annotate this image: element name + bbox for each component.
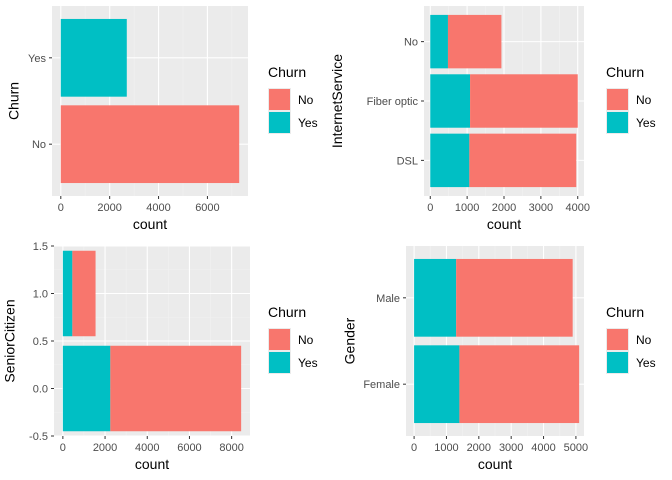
y-tick-label: No [32,139,46,151]
legend: Churn No Yes [268,64,318,134]
bar-1-yes [62,250,73,337]
legend-title: Churn [268,64,306,80]
chart-panel-gender: 0 1000 2000 3000 4000 5000 Female Male count Gend… [341,246,656,472]
x-tick-label: 0 [427,202,433,214]
bar-female-yes [414,345,460,424]
legend-label-no: No [298,333,314,347]
legend-swatch-yes [269,112,290,133]
bar-fiber-optic-yes [430,74,471,128]
legend-label-yes: Yes [298,116,318,130]
x-tick-label: 5000 [564,442,588,454]
legend-title: Churn [606,64,644,80]
x-tick-label: 8000 [219,442,243,454]
x-tick-label: 0 [58,202,64,214]
y-tick-label: Female [363,379,400,391]
legend-label-yes: Yes [636,116,656,130]
x-tick-label: 2000 [467,442,491,454]
legend-label-yes: Yes [636,356,656,370]
y-tick-label: 1.5 [33,241,48,253]
legend-swatch-no [607,329,628,350]
y-tick-label: 1.0 [33,289,48,301]
bar-yes-yes [60,18,127,97]
y-axis-title: Churn [6,82,22,120]
bar-no-no [447,14,502,69]
x-axis-title: count [478,456,512,472]
legend-label-no: No [298,93,314,107]
legend-label-yes: Yes [298,356,318,370]
x-tick-label: 2000 [93,442,117,454]
y-tick-label: Yes [28,53,46,65]
legend-swatch-yes [607,112,628,133]
x-tick-label: 2000 [97,202,121,214]
legend-swatch-yes [269,352,290,373]
x-tick-label: 6000 [195,202,219,214]
x-tick-label: 4000 [531,442,555,454]
y-tick-label: 0.0 [33,384,48,396]
bar-no-yes [430,14,448,69]
y-tick-label: DSL [397,155,418,167]
bar-male-no [456,258,573,337]
legend: Churn No Yes [268,304,318,374]
x-tick-label: 4000 [565,202,589,214]
chart-panel-internetservice: 0 1000 2000 3000 4000 DSL Fiber optic No count In… [329,6,656,232]
bar-female-no [459,345,580,424]
legend-label-no: No [636,333,652,347]
bar-no-no [60,105,240,184]
x-tick-label: 0 [60,442,66,454]
legend-title: Churn [268,304,306,320]
bar-male-yes [414,258,457,337]
x-tick-label: 4000 [135,442,159,454]
bar-0-yes [62,345,111,432]
y-tick-label: Fiber optic [367,96,419,108]
y-axis-title: Gender [341,317,357,364]
legend-swatch-yes [607,352,628,373]
x-tick-label: 1000 [434,442,458,454]
legend: Churn No Yes [606,64,656,134]
x-tick-label: 6000 [177,442,201,454]
legend-swatch-no [269,329,290,350]
bar-0-no [110,345,242,432]
legend-swatch-no [269,89,290,110]
x-tick-label: 0 [411,442,417,454]
legend-swatch-no [607,89,628,110]
legend-label-no: No [636,93,652,107]
x-axis-title: count [133,216,167,232]
x-tick-label: 2000 [492,202,516,214]
x-tick-label: 4000 [146,202,170,214]
bar-dsl-yes [430,133,470,188]
legend-title: Churn [606,304,644,320]
x-tick-label: 1000 [455,202,479,214]
y-tick-label: Male [376,293,400,305]
y-tick-label: No [404,37,418,49]
x-tick-label: 3000 [529,202,553,214]
chart-panel-churn: 0 2000 4000 6000 No Yes count Churn Churn No Yes [6,6,318,232]
chart-panel-seniorcitizen: 0 2000 4000 6000 8000 -0.5 0.0 0.5 1.0 1.5 count Se… [2,241,318,472]
bar-fiber-optic-no [470,74,578,128]
x-axis-title: count [487,216,521,232]
y-tick-label: -0.5 [29,431,48,443]
x-axis-title: count [135,456,169,472]
y-axis-title: InternetService [329,54,345,148]
x-tick-label: 3000 [499,442,523,454]
bar-1-no [72,250,96,337]
legend: Churn No Yes [606,304,656,374]
y-axis-title: SeniorCitizen [2,299,18,382]
y-tick-label: 0.5 [33,336,48,348]
bar-dsl-no [469,133,577,188]
